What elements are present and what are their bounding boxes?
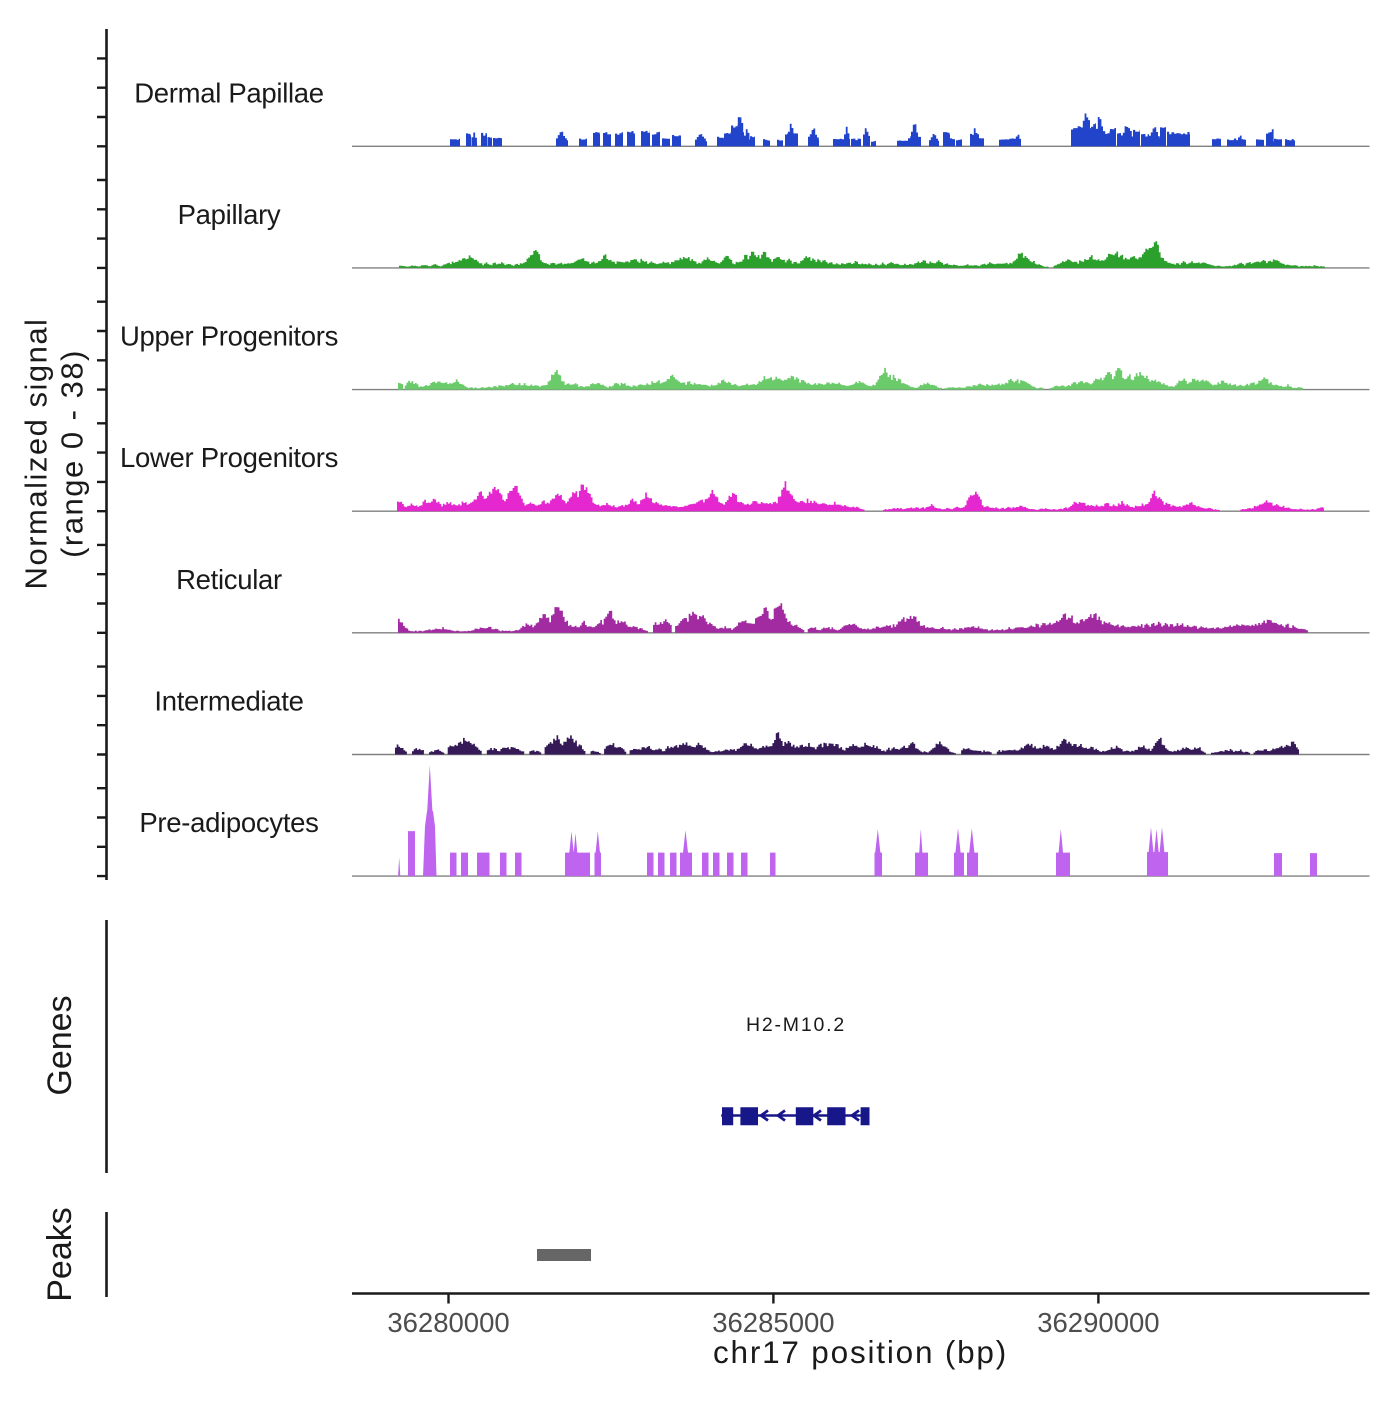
svg-text:Upper Progenitors: Upper Progenitors bbox=[120, 321, 338, 352]
svg-text:36280000: 36280000 bbox=[387, 1307, 509, 1338]
svg-text:Pre-adipocytes: Pre-adipocytes bbox=[139, 807, 318, 838]
svg-text:Dermal Papillae: Dermal Papillae bbox=[134, 77, 324, 108]
svg-text:Genes: Genes bbox=[41, 995, 79, 1095]
svg-text:H2-M10.2: H2-M10.2 bbox=[746, 1014, 846, 1036]
svg-text:chr17 position (bp): chr17 position (bp) bbox=[713, 1334, 1008, 1370]
svg-text:36285000: 36285000 bbox=[712, 1307, 834, 1338]
svg-text:Reticular: Reticular bbox=[176, 564, 282, 595]
svg-text:Normalized signal: Normalized signal bbox=[19, 318, 54, 590]
svg-text:Intermediate: Intermediate bbox=[154, 686, 303, 717]
svg-text:36290000: 36290000 bbox=[1037, 1307, 1159, 1338]
svg-text:Lower Progenitors: Lower Progenitors bbox=[120, 442, 338, 473]
svg-text:Peaks: Peaks bbox=[41, 1207, 79, 1302]
svg-text:(range 0 - 38): (range 0 - 38) bbox=[55, 349, 90, 558]
svg-text:Papillary: Papillary bbox=[178, 199, 281, 230]
